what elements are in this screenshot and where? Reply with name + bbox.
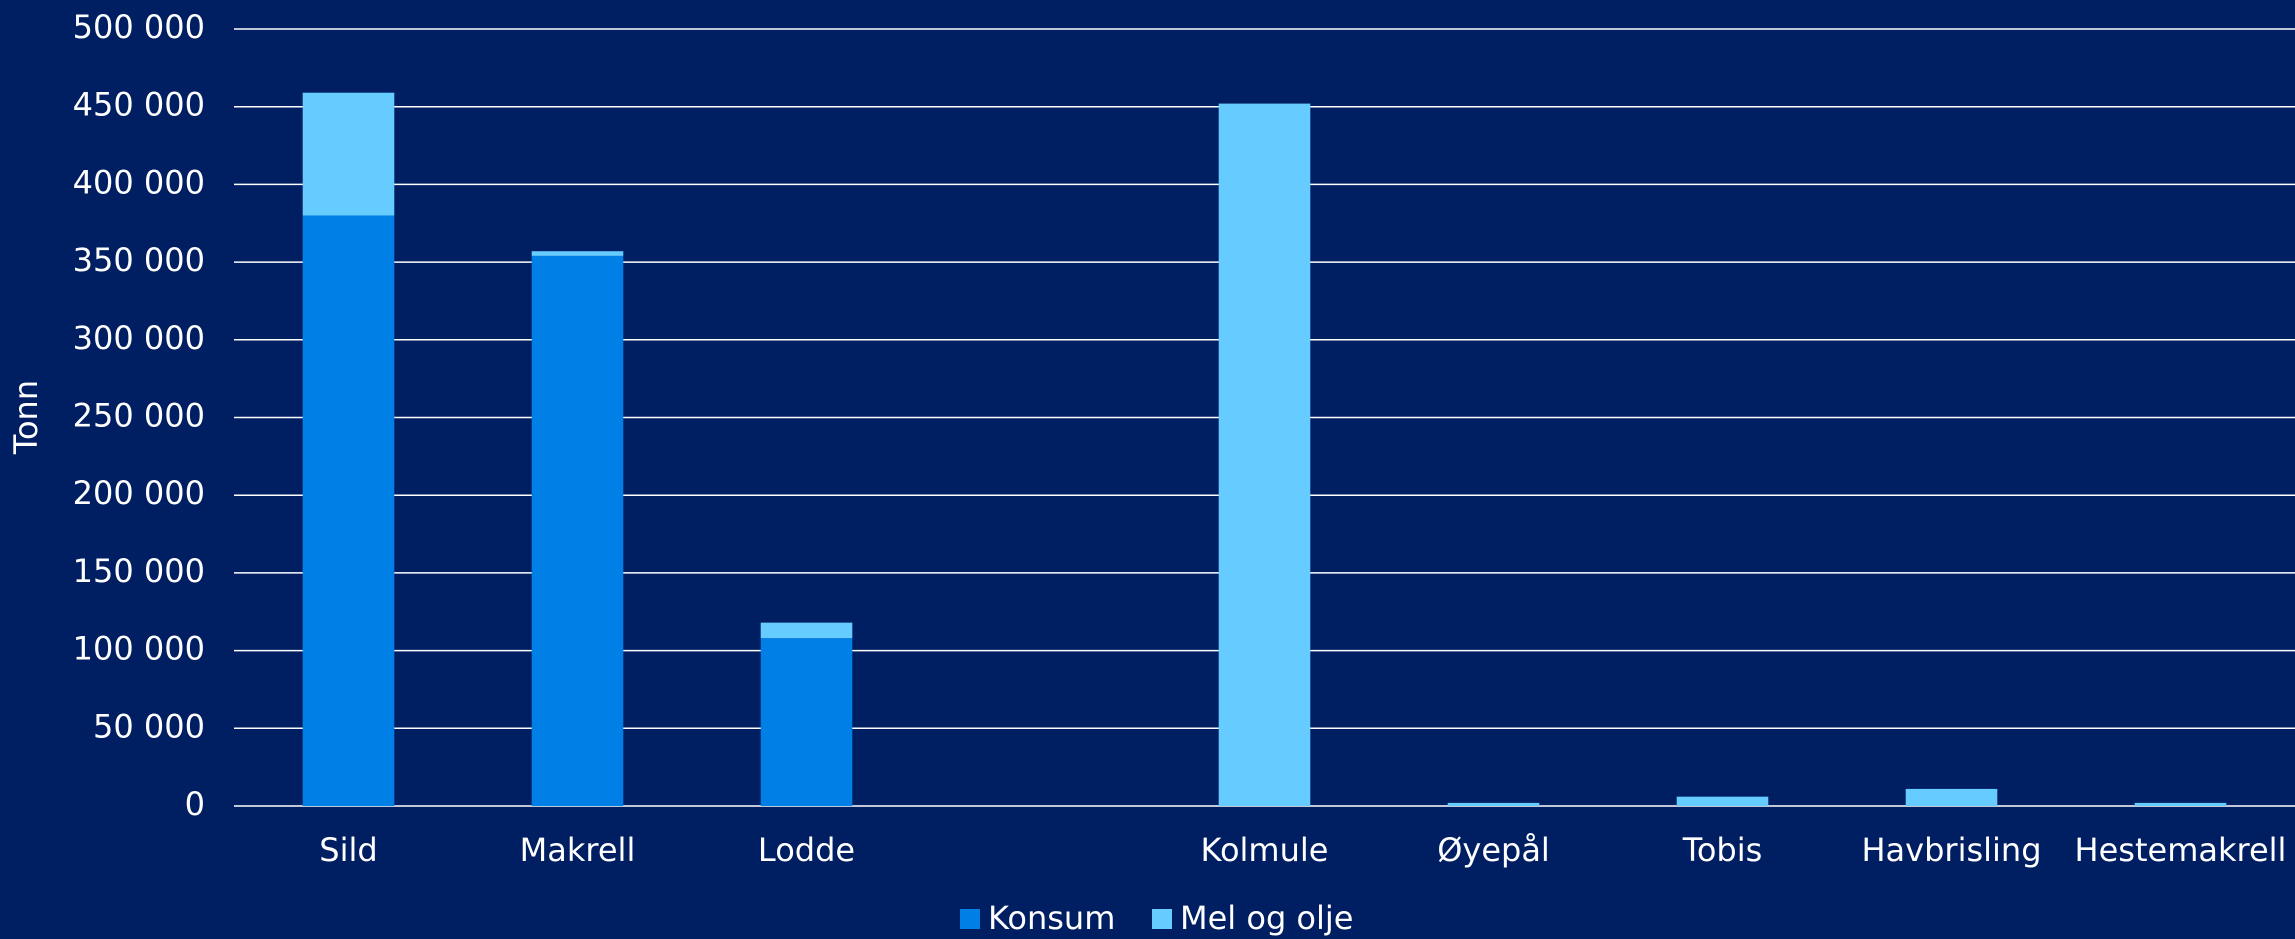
legend-label: Konsum [988, 899, 1115, 937]
y-tick-label: 0 [185, 785, 205, 823]
x-tick-label: Makrell [520, 831, 636, 869]
x-tick-label: Lodde [758, 831, 855, 869]
bar-segment [531, 255, 624, 806]
y-tick-label: 450 000 [73, 86, 205, 124]
bar-segment [531, 251, 624, 256]
legend-swatch [1152, 909, 1172, 929]
legend-swatch [960, 909, 980, 929]
x-tick-label: Øyepål [1437, 831, 1550, 869]
bar-segment [302, 215, 395, 807]
y-tick-label: 100 000 [73, 630, 205, 668]
y-tick-label: 250 000 [73, 397, 205, 435]
bar-segment [1676, 796, 1769, 806]
bar-segment [760, 622, 853, 639]
y-tick-label: 50 000 [93, 707, 205, 745]
legend-label: Mel og olje [1180, 899, 1353, 937]
x-tick-label: Tobis [1682, 831, 1763, 869]
bar-segment [2134, 802, 2227, 806]
bar-segment [760, 638, 853, 806]
x-tick-label: Havbrisling [1861, 831, 2041, 869]
y-tick-label: 350 000 [73, 241, 205, 279]
y-axis-label: Tonn [7, 380, 45, 455]
bar-segment [1905, 788, 1998, 806]
x-tick-label: Sild [319, 831, 377, 869]
x-tick-label: Kolmule [1201, 831, 1329, 869]
bar-segment [1218, 103, 1311, 807]
y-tick-label: 400 000 [73, 163, 205, 201]
x-tick-label: Hestemakrell [2075, 831, 2287, 869]
y-tick-label: 300 000 [73, 319, 205, 357]
y-tick-label: 150 000 [73, 552, 205, 590]
y-tick-label: 200 000 [73, 474, 205, 512]
y-tick-label: 500 000 [73, 8, 205, 46]
bar-segment [1447, 802, 1540, 806]
bar-segment [302, 92, 395, 216]
